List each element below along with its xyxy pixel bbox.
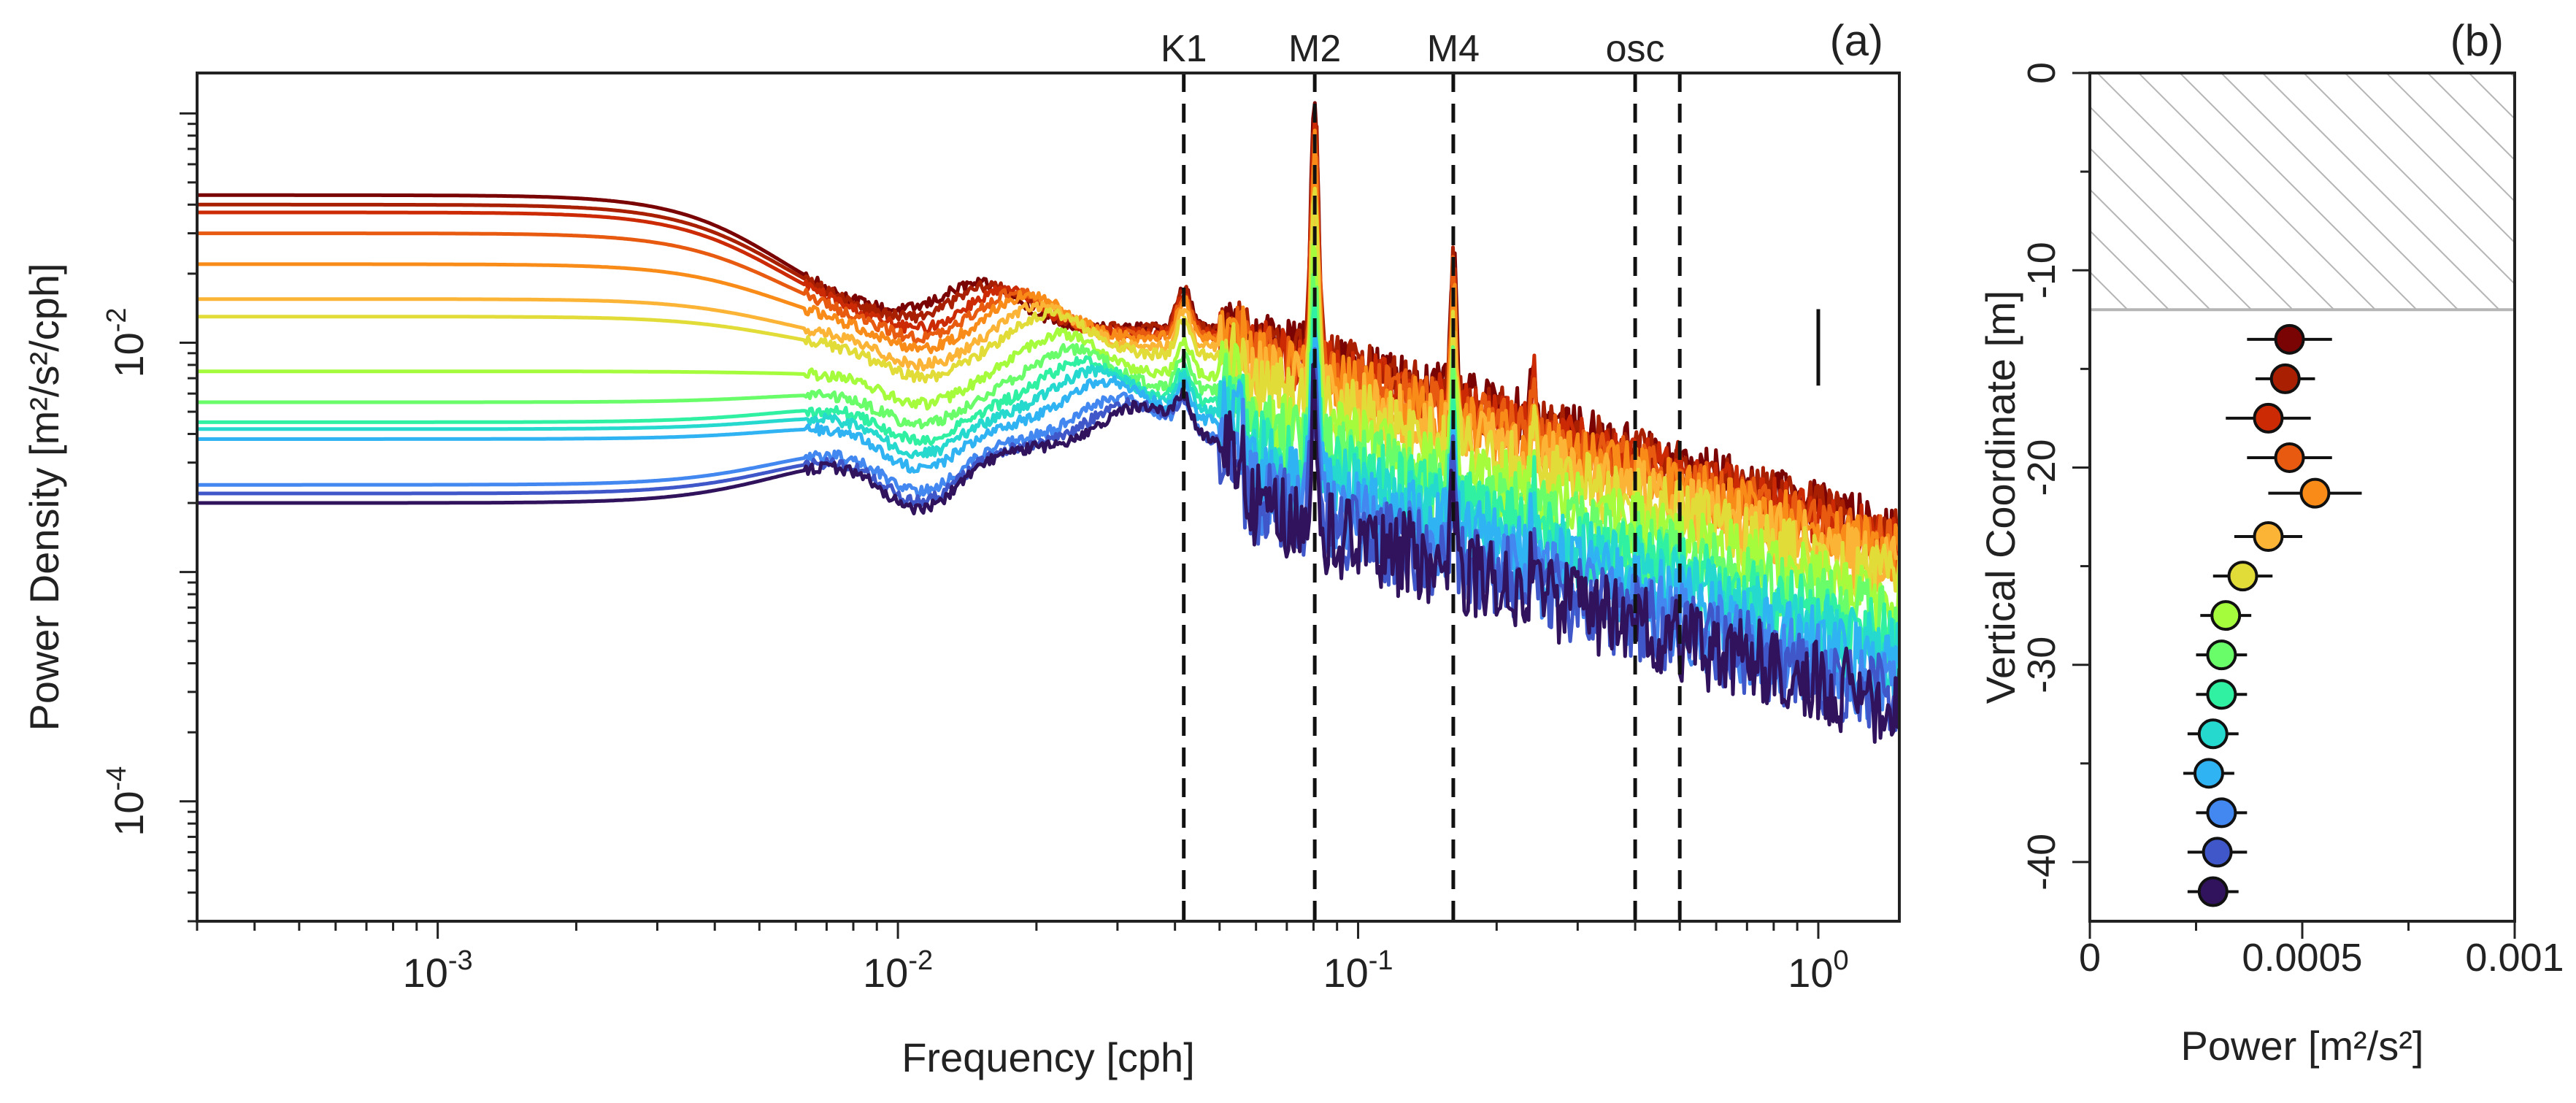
y-tick-label: 10-2 (101, 307, 152, 377)
b-y-tick-label: 0 (2020, 62, 2064, 84)
x-tick-label: 10-2 (863, 945, 933, 996)
power-point-5 (2299, 477, 2331, 509)
power-point-9 (2206, 639, 2237, 671)
b-x-tick-label: 0.0005 (2242, 936, 2362, 980)
reference-label-M2: M2 (1288, 28, 1341, 70)
power-point-7 (2227, 561, 2258, 592)
b-x-tick-label: 0.001 (2465, 936, 2564, 980)
hatched-region-fill (2090, 73, 2515, 310)
panel-b-x-ticks: 0 0.0005 0.001 (2079, 921, 2564, 980)
x-tick-label: 10-3 (403, 945, 473, 996)
power-point-11 (2197, 718, 2229, 750)
panel-b-tag: (b) (2450, 16, 2504, 65)
panel-a-y-ticks: 10-2 10-4 (101, 112, 197, 923)
b-y-tick-label: -40 (2020, 834, 2064, 891)
panel-a-x-ticks: 10-3 10-2 10-1 100 (196, 921, 1849, 996)
reference-label-M4: M4 (1427, 28, 1480, 70)
reference-label-osc: osc (1606, 28, 1665, 70)
b-y-tick-label: -20 (2020, 439, 2064, 496)
x-tick-label: 100 (1788, 945, 1848, 996)
power-point-8 (2210, 600, 2242, 631)
power-point-14 (2202, 837, 2233, 868)
panel-a-x-axis-title: Frequency [cph] (901, 1034, 1195, 1080)
power-point-2 (2269, 363, 2301, 394)
power-point-12 (2193, 758, 2224, 789)
power-points-group (2183, 323, 2362, 907)
panel-a-y-axis-title: Power Density [m²/s²/cph] (21, 263, 67, 731)
panel-b-x-axis-title: Power [m²/s²] (2181, 1023, 2424, 1069)
b-y-tick-label: -10 (2020, 242, 2064, 299)
panel-a-tag: (a) (1830, 16, 1883, 65)
spectrum-line-11 (197, 347, 1899, 692)
panel-b-y-ticks: 0 -10 -20 -30 -40 (2020, 62, 2090, 891)
panel-a-frame (196, 72, 1901, 923)
power-point-3 (2253, 402, 2284, 434)
power-point-10 (2206, 679, 2237, 710)
spectrum-panel: K1 M2 M4 osc 10-3 10-2 10-1 100 10-2 10-4 Frequ… (21, 16, 1901, 1080)
power-profile-panel: 0 0.0005 0.001 0 -10 -20 -30 -40 Power [m²/s²]… (1977, 16, 2564, 1069)
tidal-reference-lines: K1 M2 M4 osc (1161, 28, 1682, 921)
b-x-tick-label: 0 (2079, 936, 2101, 980)
hatched-surface-region (2090, 73, 2515, 312)
reference-label-K1: K1 (1161, 28, 1207, 70)
panel-b-y-axis-title: Vertical Coordinate [m] (1977, 291, 2023, 704)
spectrum-line-15 (197, 363, 1899, 744)
b-y-tick-label: -30 (2020, 637, 2064, 693)
spectrum-line-7 (197, 186, 1899, 607)
power-point-6 (2253, 521, 2284, 553)
power-point-4 (2274, 442, 2305, 473)
power-point-13 (2206, 797, 2237, 829)
spectra-series-group (197, 101, 1899, 744)
power-point-15 (2197, 876, 2229, 907)
y-tick-label: 10-4 (101, 766, 152, 837)
x-tick-label: 10-1 (1323, 945, 1393, 996)
power-point-1 (2274, 323, 2305, 355)
